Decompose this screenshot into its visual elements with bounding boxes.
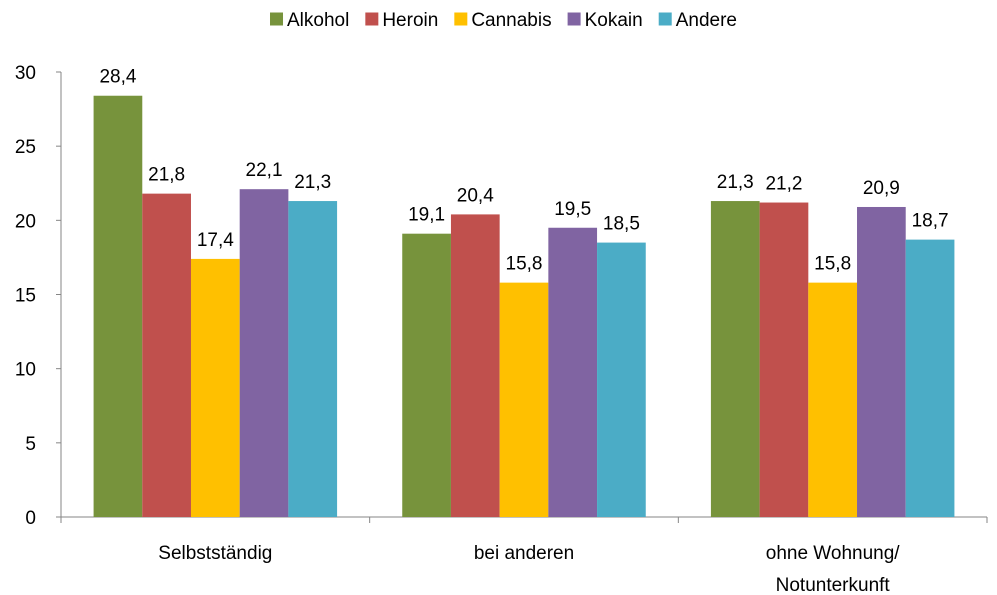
y-tick-label: 20: [15, 211, 36, 232]
data-label-cannabis-selbstständig: 17,4: [197, 230, 234, 251]
y-tick-label: 5: [25, 434, 36, 455]
y-tick-label: 30: [15, 63, 36, 84]
x-tick-label-line: Selbstständig: [158, 543, 272, 564]
data-label-alkohol-selbstständig: 28,4: [99, 67, 136, 88]
legend-swatch-heroin: [365, 12, 379, 26]
data-label-kokain-bei-anderen: 19,5: [554, 199, 591, 220]
bar-alkohol-selbstständig: [93, 95, 143, 517]
data-label-andere-bei-anderen: 18,5: [603, 214, 640, 235]
data-label-cannabis-ohne-wohnung-notunterkunft: 15,8: [814, 254, 851, 275]
x-tick-label-ohne-wohnung-notunterkunft: ohne Wohnung/Notunterkunft: [766, 543, 901, 595]
legend-label-andere: Andere: [676, 10, 737, 31]
legend-label-cannabis: Cannabis: [471, 10, 551, 31]
bar-heroin-ohne-wohnung-notunterkunft: [759, 202, 809, 518]
x-axis: Selbstständig bei anderen ohne Wohnung/Not…: [60, 516, 988, 595]
x-tick-label-selbstständig: Selbstständig: [158, 543, 272, 564]
data-label-alkohol-ohne-wohnung-notunterkunft: 21,3: [717, 172, 754, 193]
bar-andere-selbstständig: [288, 201, 338, 518]
y-tick-label: 25: [15, 137, 36, 158]
data-label-heroin-ohne-wohnung-notunterkunft: 21,2: [765, 174, 802, 195]
bar-heroin-selbstständig: [142, 193, 191, 517]
data-label-cannabis-bei-anderen: 15,8: [506, 254, 543, 275]
x-tick-label-line: ohne Wohnung/: [766, 543, 901, 564]
legend-swatch-cannabis: [454, 12, 468, 26]
data-label-kokain-selbstständig: 22,1: [246, 160, 283, 181]
x-tick-label-bei-anderen: bei anderen: [474, 543, 574, 564]
bar-cannabis-ohne-wohnung-notunterkunft: [808, 282, 858, 517]
data-label-andere-ohne-wohnung-notunterkunft: 18,7: [912, 211, 949, 232]
legend-swatch-andere: [658, 12, 672, 26]
x-tick-label-line: bei anderen: [474, 543, 574, 564]
bar-heroin-bei-anderen: [450, 214, 500, 517]
bar-andere-ohne-wohnung-notunterkunft: [905, 239, 955, 517]
x-tick-label-line: Notunterkunft: [776, 575, 891, 595]
data-label-kokain-ohne-wohnung-notunterkunft: 20,9: [863, 178, 900, 199]
legend-items: Alkohol Heroin Cannabis Kokain Andere: [270, 10, 737, 31]
bar-alkohol-ohne-wohnung-notunterkunft: [710, 201, 760, 518]
bar-kokain-ohne-wohnung-notunterkunft: [857, 206, 906, 517]
y-tick-label: 0: [25, 508, 36, 529]
legend-swatch-kokain: [567, 12, 581, 26]
y-tick-label: 15: [15, 286, 36, 307]
bar-cannabis-selbstständig: [190, 258, 240, 517]
data-label-andere-selbstständig: 21,3: [294, 172, 331, 193]
legend-label-alkohol: Alkohol: [287, 10, 349, 31]
legend: Alkohol Heroin Cannabis Kokain Andere: [270, 10, 737, 31]
bar-kokain-selbstständig: [239, 189, 289, 517]
y-axis: 0 5 10 15 20 25 30: [15, 63, 62, 529]
bar-andere-bei-anderen: [597, 242, 646, 518]
value-labels: 28,4 21,8 17,4 22,1 21,3 19,1 20,4 15,8 19,5 18,5…: [99, 67, 948, 275]
data-label-heroin-bei-anderen: 20,4: [457, 185, 494, 206]
bar-alkohol-bei-anderen: [402, 233, 451, 517]
legend-swatch-alkohol: [270, 12, 284, 26]
bar-kokain-bei-anderen: [548, 227, 598, 517]
legend-label-kokain: Kokain: [585, 10, 643, 31]
legend-label-heroin: Heroin: [382, 10, 438, 31]
bar-cannabis-bei-anderen: [499, 282, 549, 517]
data-label-heroin-selbstständig: 21,8: [148, 165, 185, 186]
bars: [93, 95, 955, 518]
data-label-alkohol-bei-anderen: 19,1: [408, 205, 445, 226]
y-tick-label: 10: [15, 360, 36, 381]
